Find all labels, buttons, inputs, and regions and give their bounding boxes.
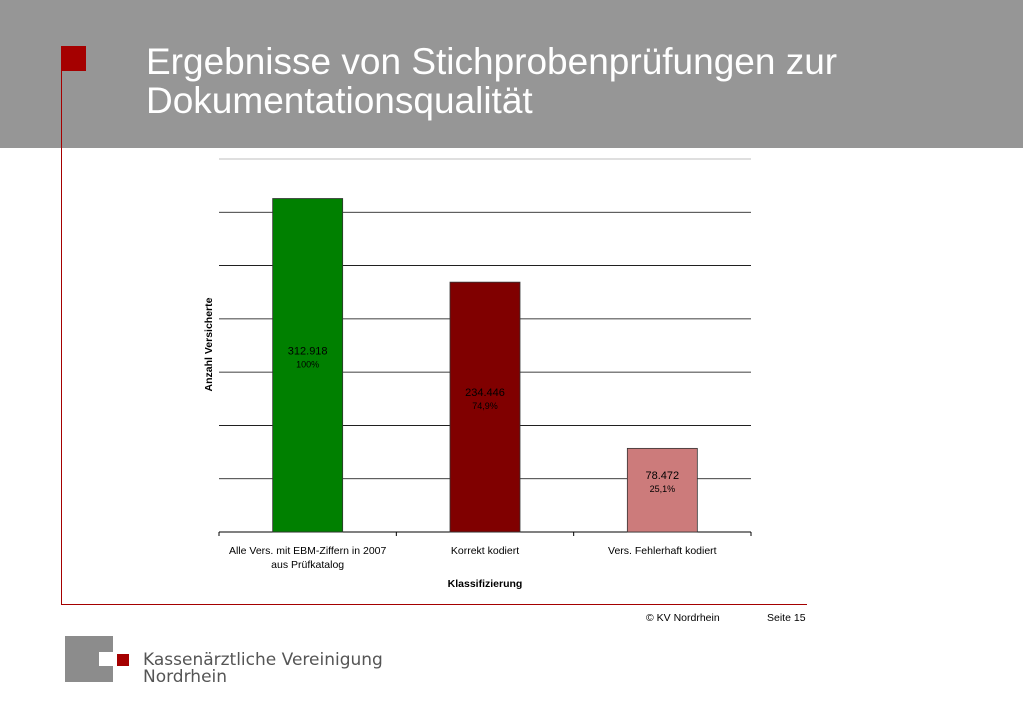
data-label-percent: 74,9% <box>472 401 498 411</box>
slide-title-line-1: Ergebnisse von Stichprobenprüfungen zur <box>146 41 838 82</box>
accent-square <box>61 46 86 71</box>
slide-title-line-2: Dokumentationsqualität <box>146 80 533 121</box>
data-label-value: 234.446 <box>465 387 505 399</box>
page-number: Seite 15 <box>767 612 806 624</box>
data-label-percent: 100% <box>296 359 319 369</box>
data-label-value: 78.472 <box>646 470 680 482</box>
header-bar <box>0 0 1023 148</box>
x-tick-label: Korrekt kodiert <box>451 545 519 557</box>
copyright-text: © KV Nordrhein <box>646 612 720 624</box>
logo-text-line-2: Nordrhein <box>143 667 228 687</box>
y-axis-title: Anzahl Versicherte <box>203 297 215 391</box>
bar-2 <box>449 281 521 533</box>
frame-line-vertical <box>61 71 62 604</box>
x-tick-label: aus Prüfkatalog <box>271 559 344 571</box>
x-tick-label: Alle Vers. mit EBM-Ziffern in 2007 <box>229 545 387 557</box>
logo-text-line-1: Kassenärztliche Vereinigung <box>143 650 383 670</box>
bar-1 <box>272 198 344 533</box>
x-axis-title: Klassifizierung <box>448 578 523 590</box>
kv-nordrhein-logo: Kassenärztliche Vereinigung Nordrhein <box>65 636 385 687</box>
data-label-percent: 25,1% <box>650 484 676 494</box>
frame-line-horizontal <box>61 604 807 605</box>
x-tick-label: Vers. Fehlerhaft kodiert <box>608 545 717 557</box>
bar-3 <box>626 447 698 533</box>
data-label-value: 312.918 <box>288 345 328 357</box>
slide-title: Ergebnisse von Stichprobenprüfungen zur … <box>146 42 1006 120</box>
